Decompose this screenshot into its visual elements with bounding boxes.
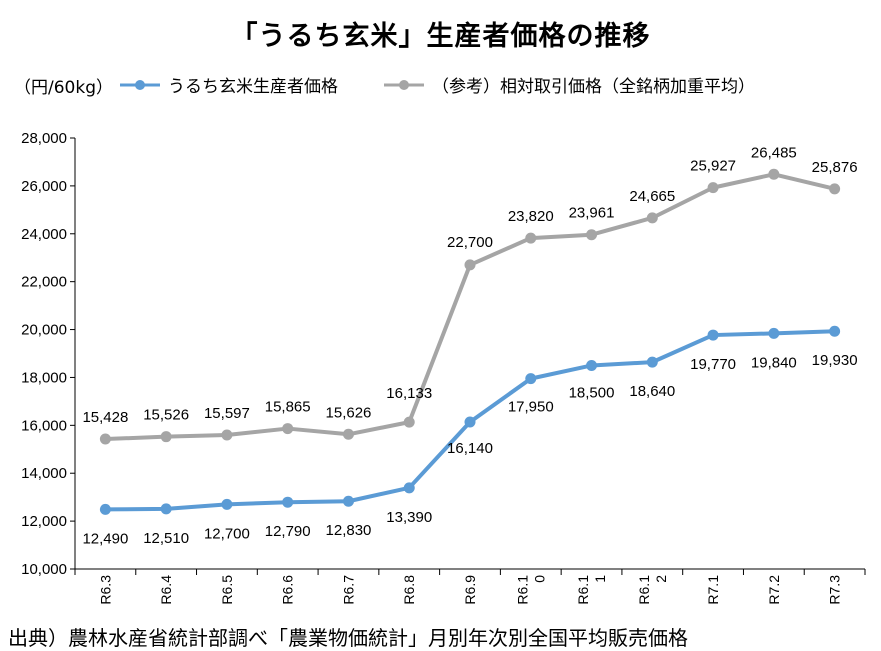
data-point-relative-price [829,183,841,195]
y-tick-label: 28,000 [21,130,67,147]
y-tick-label: 10,000 [21,561,67,578]
data-label-relative-price: 15,597 [204,405,250,422]
legend-label-relative-price: （参考）相対取引価格（全銘柄加重平均） [432,77,755,97]
x-tick-label: R6.4 [158,575,174,605]
data-point-relative-price [646,212,658,224]
data-point-producer-price [586,359,598,371]
data-label-relative-price: 15,526 [143,407,189,424]
y-tick-label: 12,000 [21,513,67,530]
y-axis-unit-label: （円/60kg） [14,78,113,98]
data-label-relative-price: 15,626 [326,404,372,421]
data-point-producer-price [160,503,172,515]
data-point-relative-price [342,428,354,440]
data-point-relative-price [221,429,233,441]
x-tick-label: R6.1 [575,575,591,605]
data-label-relative-price: 25,876 [812,159,858,176]
data-label-relative-price: 23,961 [569,205,615,222]
legend-item-producer-price: うるち玄米生産者価格 [118,72,338,97]
data-label-relative-price: 16,133 [386,385,432,402]
data-point-producer-price [464,416,476,428]
x-tick-label: R7.1 [705,575,721,605]
legend-marker-producer-price [120,79,160,90]
x-tick-label: R6.8 [401,575,417,605]
y-tick-label: 24,000 [21,226,67,243]
data-point-relative-price [586,229,598,241]
y-tick-label: 20,000 [21,322,67,339]
x-tick-label: R6.1 [636,575,652,605]
source-note: 出典）農林水産省統計部調べ「農業物価統計」月別年次別全国平均販売価格 [8,626,688,650]
data-point-producer-price [282,496,294,508]
y-tick-label: 16,000 [21,417,67,434]
data-point-relative-price [464,259,476,271]
data-label-producer-price: 12,490 [82,530,128,547]
y-tick-label: 26,000 [21,178,67,195]
legend-label-producer-price: うるち玄米生産者価格 [168,77,338,97]
legend-item-relative-price: （参考）相対取引価格（全銘柄加重平均） [382,72,755,97]
data-label-relative-price: 25,927 [690,158,736,175]
data-label-producer-price: 19,840 [751,354,797,371]
data-point-relative-price [768,168,780,180]
data-point-producer-price [646,356,658,368]
data-label-producer-price: 19,930 [812,352,858,369]
data-point-producer-price [525,373,537,385]
data-label-producer-price: 19,770 [690,356,736,373]
data-label-relative-price: 23,820 [508,208,554,225]
chart-title: 「うるち玄米」生産者価格の推移 [230,21,651,52]
y-tick-label: 14,000 [21,465,67,482]
data-label-relative-price: 15,865 [265,399,311,416]
data-point-producer-price [768,327,780,339]
data-label-producer-price: 12,830 [326,522,372,539]
y-tick-label: 18,000 [21,369,67,386]
x-tick-label: R6.5 [219,575,235,605]
data-point-relative-price [403,416,415,428]
data-label-relative-price: 26,485 [751,144,797,161]
data-point-producer-price [221,498,233,510]
y-tick-label: 22,000 [21,274,67,291]
data-point-relative-price [525,232,537,244]
data-label-relative-price: 24,665 [629,188,675,205]
data-point-producer-price [403,482,415,494]
data-label-producer-price: 12,790 [265,523,311,540]
data-label-producer-price: 18,500 [569,384,615,401]
data-label-producer-price: 16,140 [447,440,493,457]
data-point-relative-price [282,423,294,435]
x-tick-label: R6.9 [462,575,478,605]
data-label-producer-price: 12,510 [143,530,189,547]
x-tick-label: R6.7 [340,575,356,605]
data-label-producer-price: 13,390 [386,509,432,526]
x-tick-label: 1 [592,575,608,583]
data-point-producer-price [342,495,354,507]
legend-marker-relative-price [384,79,424,90]
data-point-producer-price [99,503,111,515]
data-label-producer-price: 18,640 [629,383,675,400]
data-point-relative-price [707,182,719,194]
x-tick-label: R6.3 [97,575,113,605]
x-tick-label: R7.3 [827,575,843,605]
x-tick-label: R6.1 [514,575,530,605]
data-point-relative-price [160,431,172,443]
data-label-producer-price: 17,950 [508,399,554,416]
x-tick-label: 2 [653,575,669,583]
series-line-relative-price [105,172,836,442]
data-point-producer-price [707,329,719,341]
x-tick-label: R6.6 [280,575,296,605]
data-label-producer-price: 12,700 [204,525,250,542]
data-point-producer-price [829,325,841,337]
data-label-relative-price: 22,700 [447,234,493,251]
data-point-relative-price [99,433,111,445]
x-tick-label: R7.2 [766,575,782,605]
data-label-relative-price: 15,428 [82,409,128,426]
x-tick-label: 0 [531,575,547,583]
